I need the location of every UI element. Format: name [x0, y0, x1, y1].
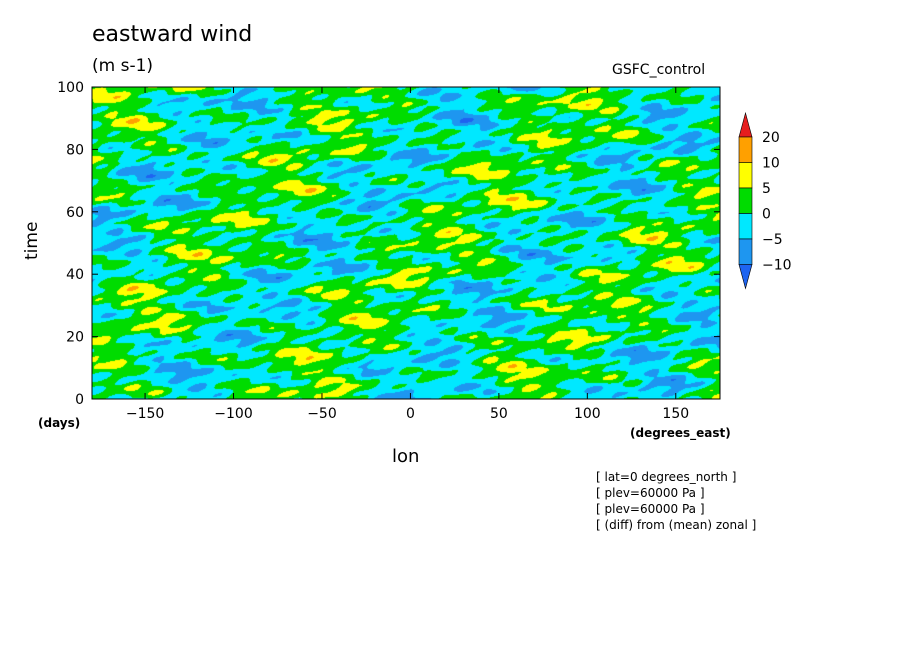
colorbar-box — [738, 162, 753, 189]
colorbar-label: 5 — [762, 181, 771, 197]
y-tick-label: 80 — [66, 142, 84, 158]
colorbar-label: 10 — [762, 156, 780, 172]
colorbar-box — [738, 136, 753, 163]
chart-title: eastward wind — [92, 22, 253, 47]
x-tick-label: −50 — [307, 406, 337, 422]
colorbar-label: −10 — [762, 258, 792, 274]
colorbar: −10 −5 0 5 10 20 — [738, 111, 792, 290]
wind-field-image — [92, 87, 720, 399]
x-axis-ticks: −150 −100 −50 0 50 100 150 — [126, 87, 689, 422]
run-label: GSFC_control — [612, 62, 706, 78]
x-tick-label: 150 — [662, 406, 689, 422]
colorbar-box — [738, 238, 753, 265]
chart-units: (m s-1) — [92, 56, 154, 76]
plot-frame — [91, 86, 721, 400]
y-tick-label: 60 — [66, 205, 84, 221]
wind-field — [92, 87, 720, 399]
x-tick-label: 100 — [574, 406, 601, 422]
colorbar-box — [738, 187, 753, 214]
colorbar-label: 0 — [762, 207, 771, 223]
x-tick-label: −100 — [214, 406, 252, 422]
y-tick-label: 20 — [66, 330, 84, 346]
colorbar-extend-min — [738, 264, 753, 290]
annotation-lat: [ lat=0 degrees_north ] — [596, 470, 737, 484]
y-tick-label: 0 — [75, 392, 84, 408]
colorbar-label: 20 — [762, 130, 780, 146]
annotation-plev-1: [ plev=60000 Pa ] — [596, 486, 705, 500]
y-tick-label: 100 — [57, 80, 84, 96]
x-tick-label: 50 — [490, 406, 508, 422]
y-tick-label: 40 — [66, 267, 84, 283]
x-tick-label: −150 — [126, 406, 164, 422]
y-axis-unit: (days) — [38, 416, 81, 430]
y-axis-ticks: 0 20 40 60 80 100 — [57, 80, 720, 408]
colorbar-extend-max — [738, 111, 753, 138]
colorbar-label: −5 — [762, 232, 783, 248]
annotation-diff: [ (diff) from (mean) zonal ] — [596, 518, 757, 532]
colorbar-box — [738, 213, 753, 240]
annotation-plev-2: [ plev=60000 Pa ] — [596, 502, 705, 516]
x-tick-label: 0 — [406, 406, 415, 422]
x-axis-label: lon — [392, 446, 420, 467]
x-axis-unit: (degrees_east) — [630, 426, 731, 440]
